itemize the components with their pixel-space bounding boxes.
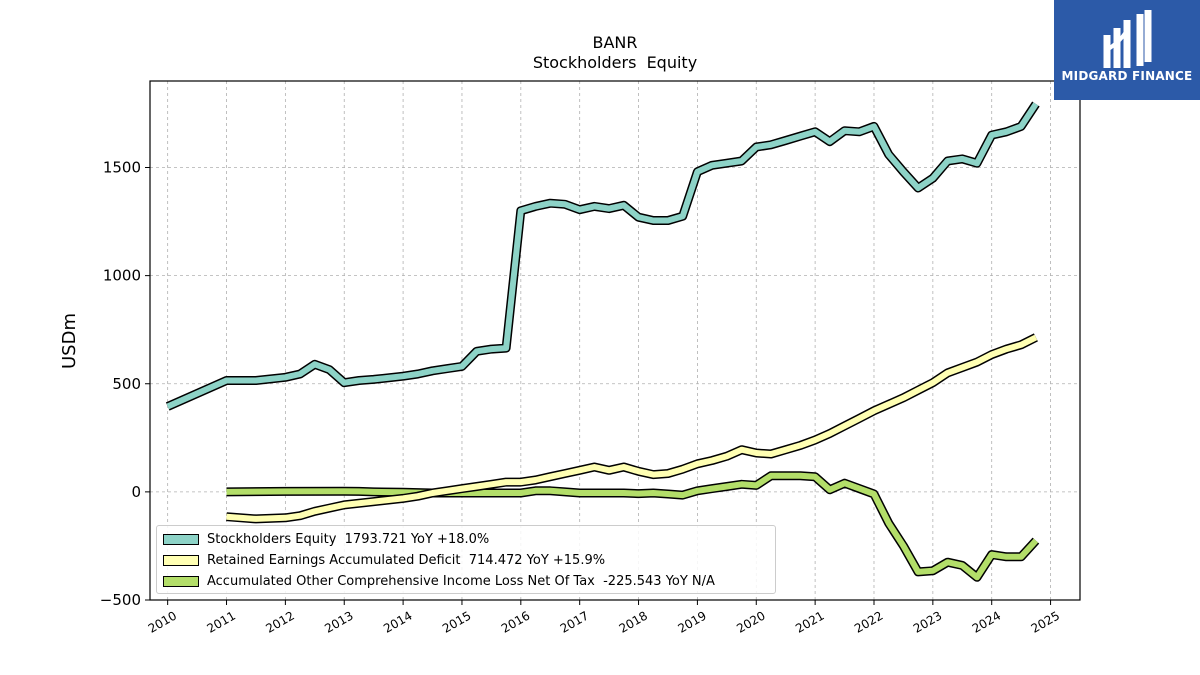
legend-entry: Retained Earnings Accumulated Deficit 71… <box>163 550 769 571</box>
brand-mark-icon <box>1103 10 1152 68</box>
series-line <box>226 334 1038 522</box>
x-tick-label: 2015 <box>440 608 473 635</box>
x-tick-label: 2017 <box>558 608 591 635</box>
legend-entry: Stockholders Equity 1793.721 YoY +18.0% <box>163 529 769 550</box>
x-tick-label: 2020 <box>734 608 767 635</box>
legend-label: Stockholders Equity 1793.721 YoY +18.0% <box>207 532 490 547</box>
legend-swatch <box>163 555 199 566</box>
x-tick-label: 2021 <box>793 608 826 635</box>
y-tick-label: 1000 <box>103 267 141 285</box>
y-tick-label: 0 <box>131 483 141 501</box>
brand-name: MIDGARD FINANCE <box>1061 69 1193 83</box>
x-tick-label: 2023 <box>911 608 944 635</box>
plot-frame <box>149 80 1081 601</box>
series-layer <box>165 101 1040 582</box>
y-tick-label: 500 <box>112 375 141 393</box>
x-tick-label: 2022 <box>852 608 885 635</box>
chart-subtitle: Stockholders Equity <box>533 53 697 72</box>
legend: Stockholders Equity 1793.721 YoY +18.0% … <box>156 525 776 594</box>
chart-title: BANR <box>592 33 637 52</box>
x-tick-label: 2013 <box>322 608 355 635</box>
grid <box>150 81 1080 601</box>
y-tick-label: −500 <box>100 591 141 609</box>
legend-label: Retained Earnings Accumulated Deficit 71… <box>207 553 606 568</box>
x-tick-label: 2011 <box>205 608 238 635</box>
series-line <box>166 102 1039 410</box>
x-tick-label: 2024 <box>970 608 1003 635</box>
legend-label: Accumulated Other Comprehensive Income L… <box>207 574 715 589</box>
x-tick-label: 2010 <box>146 608 179 635</box>
legend-swatch <box>163 534 199 545</box>
x-tick-label: 2018 <box>617 608 650 635</box>
series-line <box>226 472 1039 581</box>
brand-logo: MIDGARD FINANCE <box>1054 0 1200 100</box>
y-tick-label: 1500 <box>103 159 141 177</box>
series-outline <box>165 101 1040 411</box>
x-tick-label: 2012 <box>263 608 296 635</box>
x-tick-label: 2019 <box>675 608 708 635</box>
x-tick-label: 2014 <box>381 608 414 635</box>
x-tick-label: 2025 <box>1029 608 1062 635</box>
y-axis-label: USDm <box>59 313 80 369</box>
x-tick-label: 2016 <box>499 608 532 635</box>
legend-swatch <box>163 576 199 587</box>
legend-entry: Accumulated Other Comprehensive Income L… <box>163 571 769 592</box>
